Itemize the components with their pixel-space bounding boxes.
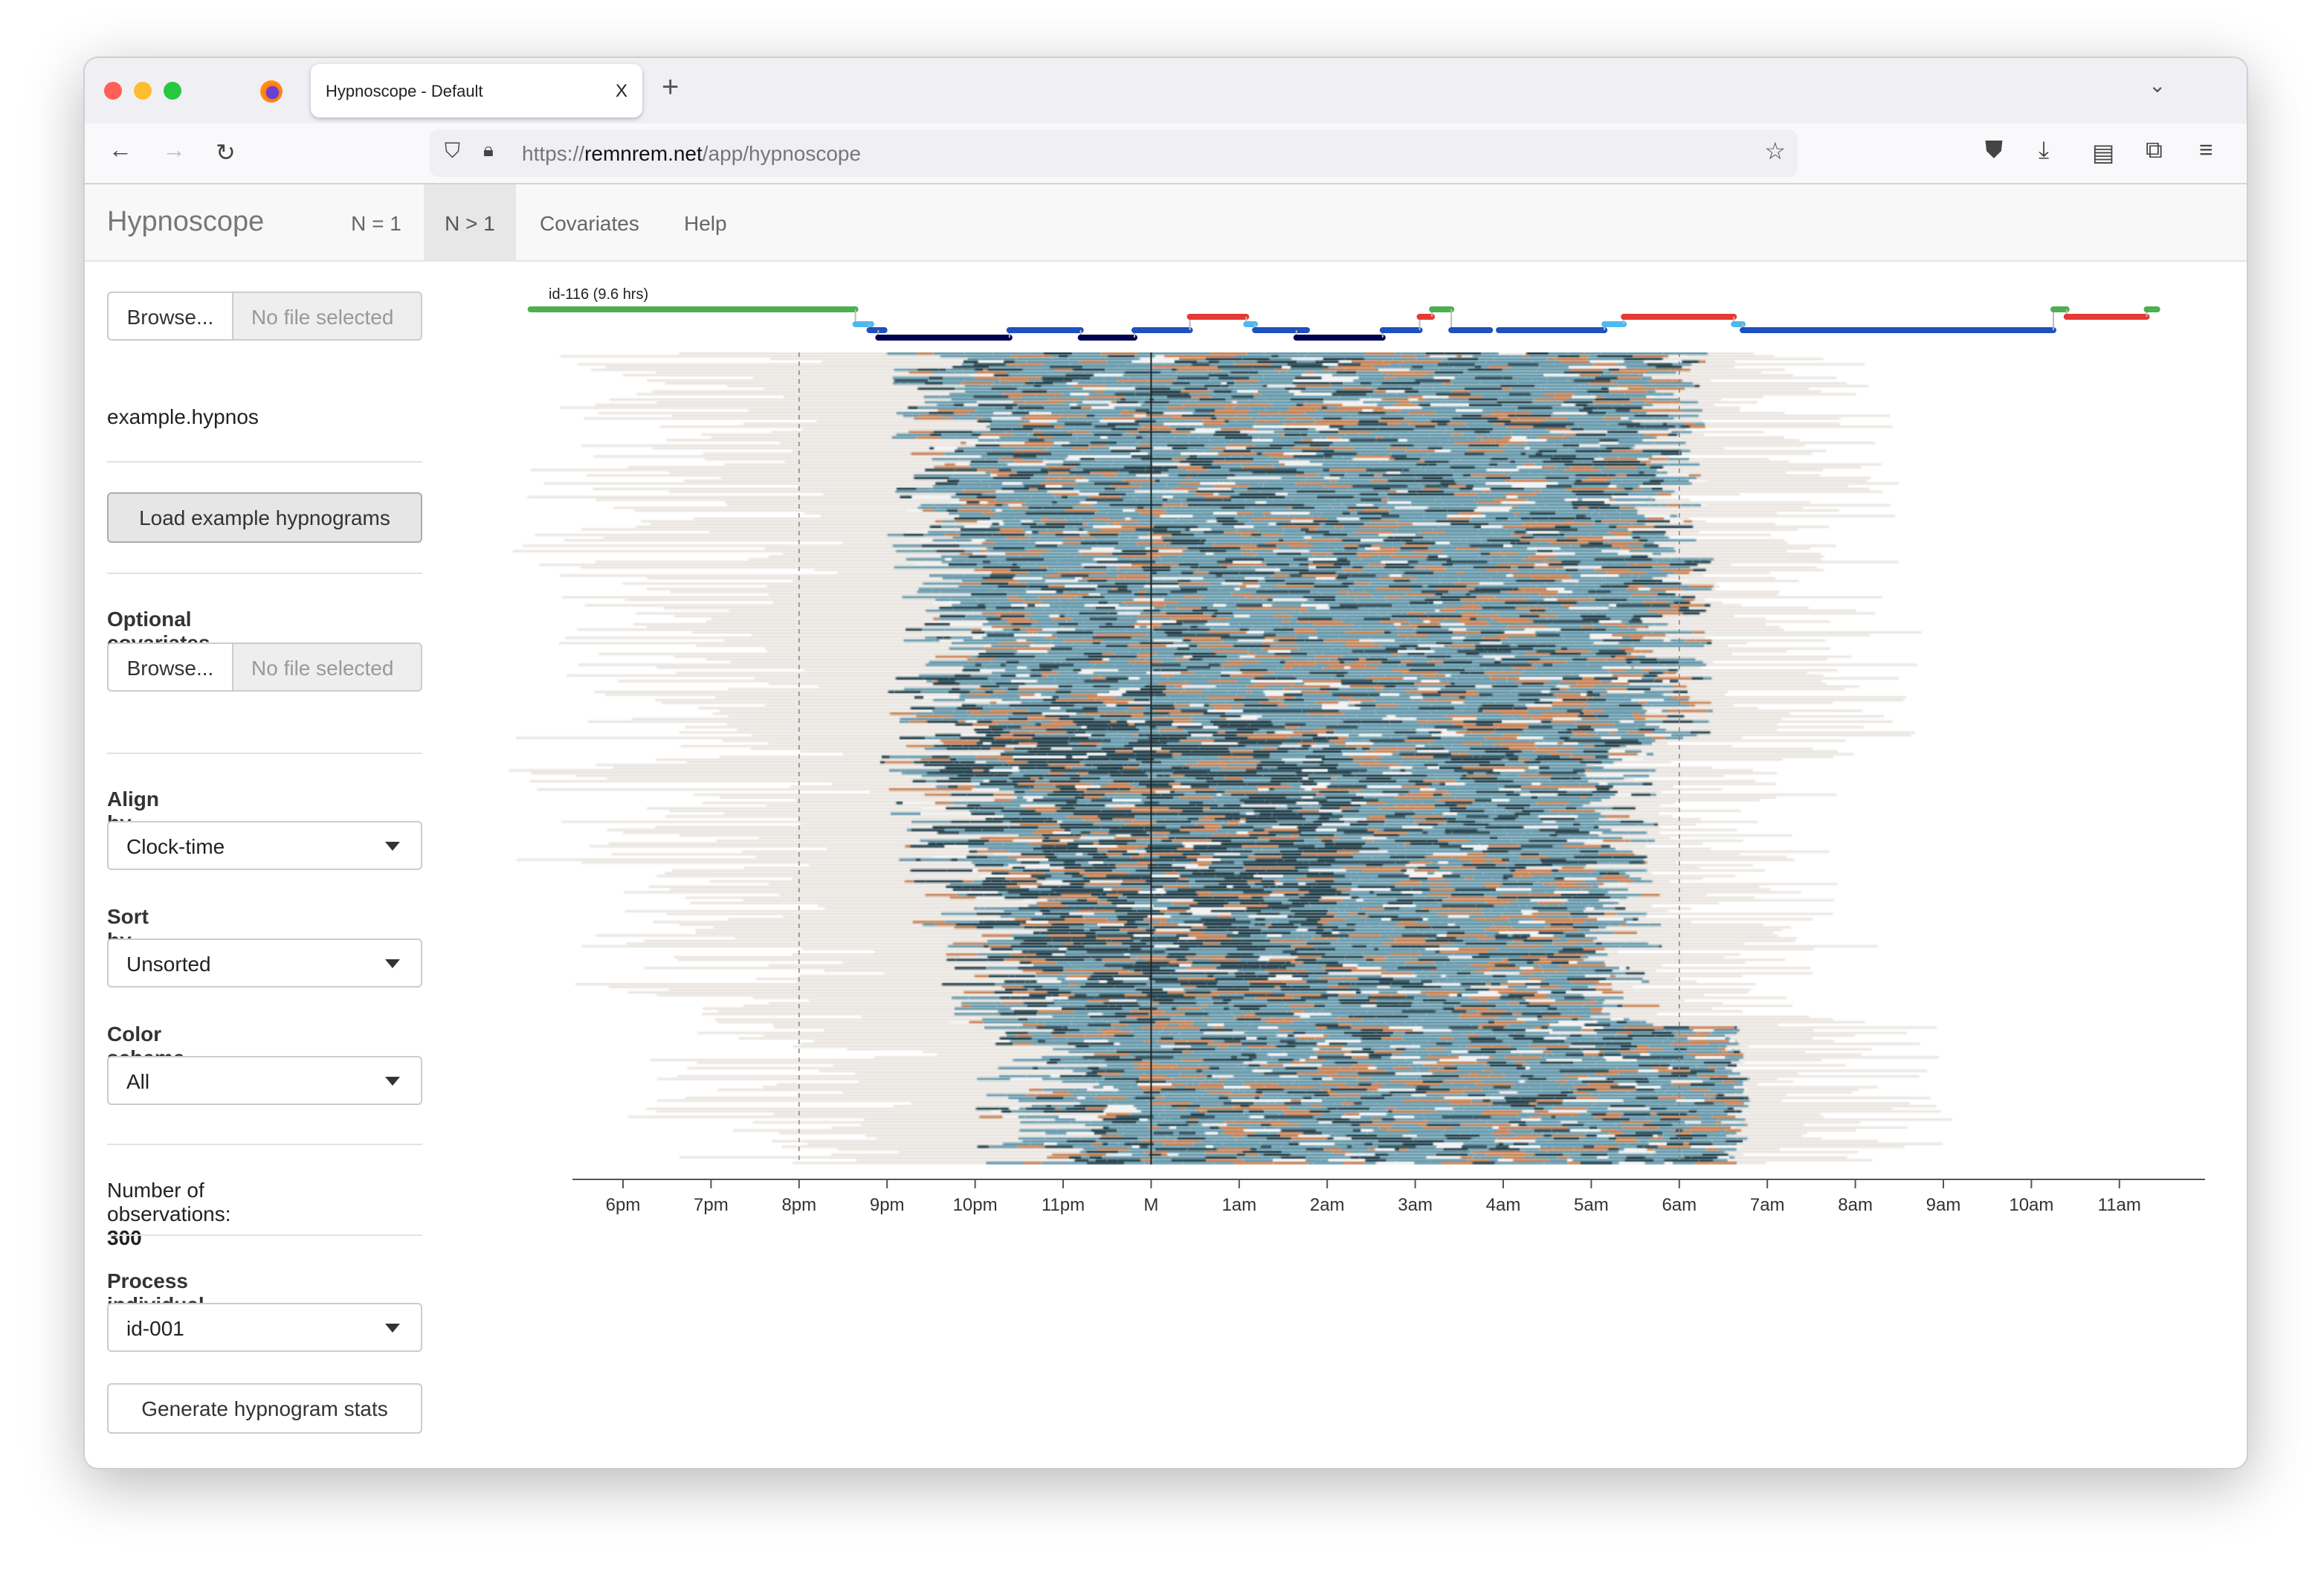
extensions-icon[interactable]: ⧉ bbox=[2146, 138, 2163, 164]
x-tick-label: 9pm bbox=[869, 1194, 905, 1215]
x-tick-label: M bbox=[1143, 1194, 1159, 1215]
x-tick-label: 8pm bbox=[781, 1194, 817, 1215]
x-tick-label: 8am bbox=[1838, 1194, 1873, 1215]
firefox-icon bbox=[260, 80, 283, 103]
individual-label: id-116 (9.6 hrs) bbox=[549, 287, 649, 303]
shield-icon[interactable]: ⛉ bbox=[445, 138, 460, 162]
browser-window: Hypnoscope - Default X + ⌄ ← → ↻ ⛉ 🔒︎ ht… bbox=[83, 57, 2248, 1469]
chevron-down-icon bbox=[385, 1324, 400, 1333]
individual-hypnogram bbox=[527, 306, 2160, 341]
loaded-file-name: example.hypnos bbox=[107, 405, 259, 428]
x-tick-label: 6pm bbox=[605, 1194, 641, 1215]
browser-tab[interactable]: Hypnoscope - Default X bbox=[311, 64, 642, 117]
menu-icon[interactable]: ≡ bbox=[2199, 138, 2213, 164]
divider bbox=[107, 461, 422, 463]
file-status: No file selected bbox=[232, 292, 422, 341]
close-tab-icon[interactable]: X bbox=[615, 80, 627, 101]
app-navbar: Hypnoscope N = 1 N > 1 Covariates Help bbox=[85, 184, 2247, 262]
chevron-down-icon bbox=[385, 959, 400, 968]
pocket-icon[interactable]: ⛊ bbox=[1985, 138, 2004, 164]
covariates-file-input[interactable]: Browse... No file selected bbox=[107, 642, 422, 692]
divider bbox=[107, 1144, 422, 1145]
back-icon[interactable]: ← bbox=[109, 138, 132, 164]
x-tick-label: 10am bbox=[2009, 1194, 2054, 1215]
url-scheme: https:// bbox=[522, 141, 585, 165]
load-example-button[interactable]: Load example hypnograms bbox=[107, 492, 422, 543]
color-scheme-value: All bbox=[126, 1069, 150, 1093]
hypnogram-raster bbox=[442, 352, 2247, 1165]
chevron-down-icon bbox=[385, 842, 400, 851]
x-tick-label: 2am bbox=[1309, 1194, 1345, 1215]
x-tick-label: 1am bbox=[1221, 1194, 1257, 1215]
tab-title: Hypnoscope - Default bbox=[326, 83, 483, 101]
observations-count: Number of observations: 300 bbox=[107, 1178, 231, 1249]
observations-label: Number of observations: bbox=[107, 1178, 231, 1225]
reader-icon[interactable]: ▤ bbox=[2092, 141, 2115, 167]
nav-covariates[interactable]: Covariates bbox=[540, 211, 639, 235]
x-tick-label: 7pm bbox=[694, 1194, 729, 1215]
browse-button[interactable]: Browse... bbox=[107, 642, 233, 692]
nav-n-greater-1[interactable]: N > 1 bbox=[424, 184, 516, 262]
x-tick-label: 9am bbox=[1926, 1194, 1961, 1215]
reload-icon[interactable]: ↻ bbox=[216, 141, 236, 167]
divider bbox=[107, 753, 422, 754]
x-tick-label: 11am bbox=[2097, 1194, 2141, 1215]
x-tick-label: 10pm bbox=[952, 1194, 998, 1215]
close-window-button[interactable] bbox=[104, 82, 122, 100]
time-axis bbox=[572, 352, 2205, 1188]
tab-list-chevron-icon[interactable]: ⌄ bbox=[2149, 73, 2166, 97]
divider bbox=[107, 573, 422, 574]
forward-icon[interactable]: → bbox=[162, 138, 186, 164]
nav-help[interactable]: Help bbox=[684, 211, 727, 235]
sort-by-value: Unsorted bbox=[126, 952, 211, 976]
x-tick-label: 11pm bbox=[1041, 1194, 1085, 1215]
sort-by-select[interactable]: Unsorted bbox=[107, 938, 422, 988]
browser-toolbar: ← → ↻ ⛉ 🔒︎ https://remnrem.net/app/hypno… bbox=[85, 123, 2247, 184]
generate-stats-button[interactable]: Generate hypnogram stats bbox=[107, 1383, 422, 1434]
url-host: remnrem.net bbox=[584, 141, 703, 165]
align-by-select[interactable]: Clock-time bbox=[107, 821, 422, 870]
color-scheme-select[interactable]: All bbox=[107, 1056, 422, 1105]
process-individual-value: id-001 bbox=[126, 1316, 184, 1340]
app-brand[interactable]: Hypnoscope bbox=[107, 207, 265, 238]
process-individual-select[interactable]: id-001 bbox=[107, 1303, 422, 1352]
bookmark-star-icon[interactable]: ☆ bbox=[1764, 140, 1786, 165]
file-status: No file selected bbox=[232, 642, 422, 692]
nav-n-equals-1[interactable]: N = 1 bbox=[351, 211, 401, 235]
tab-bar: Hypnoscope - Default X + ⌄ bbox=[85, 58, 2247, 123]
minimize-window-button[interactable] bbox=[134, 82, 152, 100]
observations-value: 300 bbox=[107, 1225, 142, 1249]
align-by-value: Clock-time bbox=[126, 834, 225, 858]
hypnogram-plot: id-116 (9.6 hrs) 6pm 7pm 8pm 9pm 10pm 11pm M 1a… bbox=[442, 266, 2247, 1307]
new-tab-button[interactable]: + bbox=[662, 71, 680, 104]
x-tick-label: 6am bbox=[1662, 1194, 1697, 1215]
maximize-window-button[interactable] bbox=[164, 82, 181, 100]
hypnogram-file-input[interactable]: Browse... No file selected bbox=[107, 292, 422, 341]
divider bbox=[107, 1234, 422, 1236]
x-tick-label: 3am bbox=[1398, 1194, 1433, 1215]
x-tick-label: 7am bbox=[1749, 1194, 1785, 1215]
x-tick-label: 4am bbox=[1485, 1194, 1521, 1215]
chevron-down-icon bbox=[385, 1077, 400, 1086]
url-path: /app/hypnoscope bbox=[702, 141, 862, 165]
download-icon[interactable]: ⤓ bbox=[2039, 138, 2050, 164]
lock-icon[interactable]: 🔒︎ bbox=[483, 138, 494, 161]
x-tick-label: 5am bbox=[1574, 1194, 1609, 1215]
browse-button[interactable]: Browse... bbox=[107, 292, 233, 341]
url-bar[interactable]: ⛉ 🔒︎ https://remnrem.net/app/hypnoscope … bbox=[430, 129, 1798, 177]
